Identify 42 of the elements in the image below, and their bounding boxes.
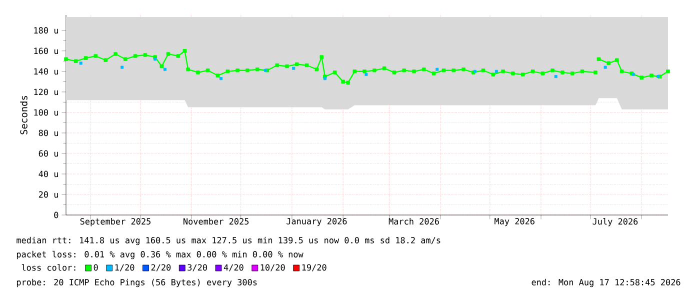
x-tick-label: January 2026 <box>286 218 347 226</box>
point <box>323 77 326 80</box>
legend-label: 2/20 <box>151 264 171 272</box>
point <box>220 77 223 80</box>
point <box>494 70 498 73</box>
point <box>474 70 477 73</box>
point <box>436 68 439 71</box>
point <box>154 58 157 61</box>
y-tick-label: 120 u <box>34 88 58 96</box>
point <box>292 66 296 70</box>
point <box>364 72 368 76</box>
y-tick-label: 60 u <box>38 150 58 157</box>
point <box>79 62 82 65</box>
x-tick-label: May 2026 <box>494 218 534 226</box>
text: packet loss: 0.01 % avg 0.36 % max 0.00 % min 0.00 % now <box>16 250 304 260</box>
point <box>604 66 607 69</box>
text: median rtt: 141.8 us avg 160.5 us max 127.5 us min 139.5 us now 0.0 ms sd 18.2 am/s <box>16 236 440 246</box>
y-tick-label: 140 u <box>34 68 58 75</box>
point <box>554 75 558 78</box>
legend-label: 10/20 <box>260 264 285 272</box>
legend-label: 4/20 <box>224 264 244 272</box>
y-tick-label: 80 u <box>38 130 58 136</box>
point <box>163 68 166 71</box>
x-tick-label: March 2026 <box>388 218 439 225</box>
legend-label: 1/20 <box>115 264 134 272</box>
legend-title: loss color: <box>22 264 76 271</box>
y-tick-label: 0 <box>54 212 58 218</box>
y-tick-label: 20 u <box>38 191 58 198</box>
y-tick-label: 100 u <box>34 109 58 116</box>
x-tick-label: September 2025 <box>80 218 150 226</box>
text: probe: 20 ICMP Echo Pings (56 Bytes) every 300s <box>16 278 257 288</box>
text: end: Mon Aug 17 12:58:45 2026 <box>532 278 680 288</box>
y-tick-label: 180 u <box>34 27 58 34</box>
legend-label: 3/20 <box>188 264 207 272</box>
point <box>120 66 124 69</box>
x-tick-label: July 2026 <box>592 218 638 226</box>
y-axis-title: Seconds <box>20 96 28 134</box>
x-tick-label: November 2025 <box>184 218 249 225</box>
legend-label: 19/20 <box>302 264 326 272</box>
legend-label: 0 <box>94 264 98 271</box>
y-tick-label: 160 u <box>34 48 58 54</box>
y-tick-label: 40 u <box>38 170 58 178</box>
